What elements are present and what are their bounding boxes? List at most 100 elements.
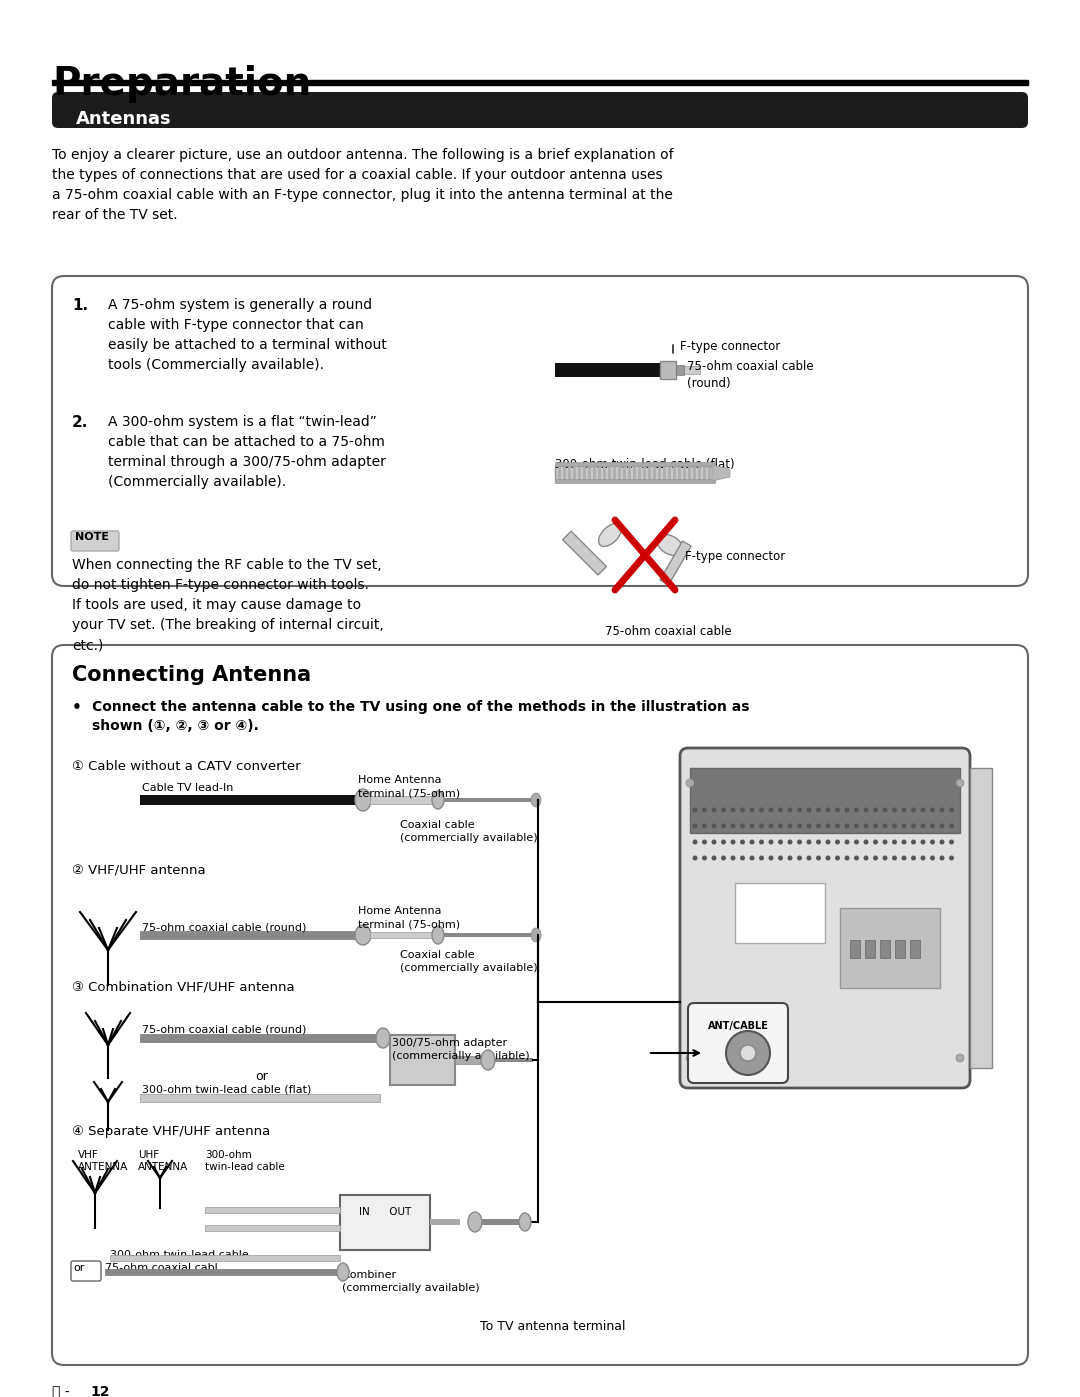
Circle shape [940, 823, 945, 828]
Circle shape [956, 780, 964, 787]
Circle shape [864, 823, 868, 828]
Ellipse shape [432, 791, 444, 809]
Text: or: or [255, 1070, 268, 1083]
Text: To TV antenna terminal: To TV antenna terminal [480, 1320, 625, 1333]
Bar [690, 768, 960, 833]
Circle shape [721, 840, 726, 845]
Circle shape [730, 807, 735, 813]
Circle shape [816, 807, 821, 813]
Bar [613, 467, 616, 481]
Bar [603, 467, 606, 481]
Bar [910, 940, 920, 958]
Circle shape [686, 780, 694, 787]
Ellipse shape [432, 926, 444, 944]
Text: Coaxial cable
(commercially available): Coaxial cable (commercially available) [400, 950, 538, 974]
Bar [880, 940, 890, 958]
Circle shape [712, 823, 716, 828]
Circle shape [807, 823, 811, 828]
Bar [583, 467, 585, 481]
Bar [618, 467, 621, 481]
Circle shape [778, 840, 783, 845]
Circle shape [692, 823, 698, 828]
Bar [573, 467, 576, 481]
FancyBboxPatch shape [52, 277, 1028, 585]
FancyBboxPatch shape [688, 1003, 788, 1083]
Bar [558, 467, 561, 481]
Bar [648, 467, 650, 481]
Circle shape [816, 823, 821, 828]
Circle shape [769, 840, 773, 845]
Circle shape [686, 1053, 694, 1062]
Text: 300-ohm twin-lead cable (flat): 300-ohm twin-lead cable (flat) [141, 1085, 311, 1095]
Ellipse shape [657, 535, 683, 556]
Bar [110, 1255, 340, 1261]
Text: NOTE: NOTE [75, 532, 109, 542]
Circle shape [892, 855, 897, 861]
Bar [140, 795, 355, 805]
Text: 300/75-ohm adapter
(commercially available): 300/75-ohm adapter (commercially availab… [392, 1038, 529, 1062]
Bar [205, 1225, 340, 1231]
Bar [840, 908, 940, 988]
Circle shape [769, 855, 773, 861]
Circle shape [930, 807, 935, 813]
Circle shape [845, 840, 850, 845]
FancyBboxPatch shape [71, 1261, 102, 1281]
Bar [444, 933, 534, 937]
Circle shape [892, 807, 897, 813]
Circle shape [902, 807, 906, 813]
Circle shape [702, 823, 707, 828]
Circle shape [930, 823, 935, 828]
Circle shape [949, 823, 954, 828]
Bar [669, 467, 671, 481]
Bar [340, 1194, 430, 1250]
Bar [676, 365, 684, 374]
Circle shape [702, 855, 707, 861]
Bar [578, 467, 581, 481]
Circle shape [816, 855, 821, 861]
Circle shape [902, 840, 906, 845]
Circle shape [940, 840, 945, 845]
Circle shape [807, 855, 811, 861]
Bar [703, 467, 705, 481]
Bar [653, 467, 656, 481]
Circle shape [873, 807, 878, 813]
Circle shape [721, 823, 726, 828]
Circle shape [956, 1053, 964, 1062]
Text: ⓔ -: ⓔ - [52, 1384, 75, 1397]
Circle shape [892, 823, 897, 828]
Circle shape [692, 855, 698, 861]
Ellipse shape [355, 789, 372, 812]
Bar [105, 1268, 340, 1275]
Bar [140, 1034, 380, 1042]
Circle shape [920, 807, 926, 813]
Circle shape [769, 807, 773, 813]
Circle shape [845, 855, 850, 861]
Text: IN      OUT: IN OUT [359, 1207, 411, 1217]
FancyBboxPatch shape [52, 645, 1028, 1365]
Circle shape [882, 807, 888, 813]
Text: 75-ohm coaxial cable
(round): 75-ohm coaxial cable (round) [687, 360, 813, 390]
Circle shape [787, 807, 793, 813]
Bar [390, 1035, 405, 1041]
Bar [735, 883, 825, 943]
Bar [444, 798, 534, 802]
Bar [633, 467, 635, 481]
Circle shape [835, 807, 840, 813]
Circle shape [835, 855, 840, 861]
Bar [970, 768, 993, 1067]
Circle shape [873, 840, 878, 845]
Circle shape [712, 840, 716, 845]
Circle shape [797, 840, 802, 845]
Circle shape [940, 855, 945, 861]
Bar [708, 467, 711, 481]
Text: •: • [72, 700, 82, 715]
Bar [663, 467, 665, 481]
Circle shape [835, 823, 840, 828]
Circle shape [912, 823, 916, 828]
Circle shape [864, 855, 868, 861]
Circle shape [712, 855, 716, 861]
Circle shape [949, 840, 954, 845]
Bar [555, 363, 660, 377]
Circle shape [797, 823, 802, 828]
Bar [140, 1094, 380, 1102]
